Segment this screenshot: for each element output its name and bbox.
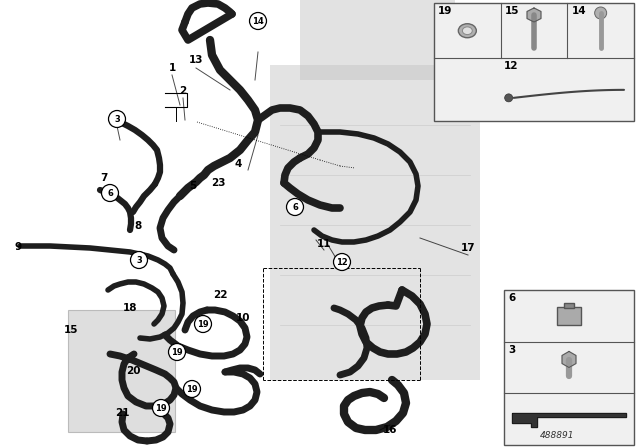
Text: 5: 5	[189, 181, 196, 191]
Circle shape	[168, 344, 186, 361]
Text: 19: 19	[197, 319, 209, 328]
Text: 4: 4	[234, 159, 242, 169]
FancyBboxPatch shape	[557, 307, 581, 325]
FancyBboxPatch shape	[434, 3, 634, 121]
Text: 22: 22	[212, 290, 227, 300]
Text: 3: 3	[114, 115, 120, 124]
Polygon shape	[68, 310, 175, 432]
Text: 11: 11	[317, 239, 332, 249]
Text: 10: 10	[236, 313, 250, 323]
Circle shape	[333, 254, 351, 271]
Circle shape	[287, 198, 303, 215]
Circle shape	[152, 400, 170, 417]
Circle shape	[595, 7, 607, 19]
Text: 8: 8	[134, 221, 141, 231]
Ellipse shape	[458, 24, 476, 38]
Text: 13: 13	[189, 55, 204, 65]
Text: 19: 19	[438, 6, 452, 16]
Text: 6: 6	[107, 189, 113, 198]
Ellipse shape	[462, 27, 472, 34]
Polygon shape	[527, 8, 541, 22]
Text: 3: 3	[508, 345, 515, 355]
Text: 19: 19	[171, 348, 183, 357]
Polygon shape	[512, 413, 626, 427]
Text: 2: 2	[179, 86, 187, 96]
Text: 9: 9	[15, 242, 22, 252]
Circle shape	[131, 251, 147, 268]
FancyBboxPatch shape	[504, 290, 634, 445]
Circle shape	[184, 380, 200, 397]
Text: 21: 21	[115, 408, 129, 418]
Text: 15: 15	[64, 325, 78, 335]
Circle shape	[109, 111, 125, 128]
Text: 488891: 488891	[540, 431, 574, 440]
Text: 12: 12	[336, 258, 348, 267]
Text: 3: 3	[136, 255, 142, 264]
Text: 19: 19	[186, 384, 198, 393]
Circle shape	[102, 185, 118, 202]
Text: 1: 1	[168, 63, 175, 73]
FancyBboxPatch shape	[564, 303, 574, 308]
Text: 17: 17	[461, 243, 476, 253]
Text: 18: 18	[123, 303, 137, 313]
Text: 20: 20	[125, 366, 140, 376]
Circle shape	[195, 315, 211, 332]
Circle shape	[505, 94, 513, 102]
Text: 7: 7	[100, 173, 108, 183]
Text: 6: 6	[508, 293, 515, 303]
Polygon shape	[562, 352, 576, 367]
Text: 6: 6	[292, 202, 298, 211]
Text: 12: 12	[504, 61, 518, 72]
Text: 23: 23	[211, 178, 225, 188]
FancyBboxPatch shape	[270, 65, 480, 380]
Text: 15: 15	[505, 6, 519, 16]
FancyBboxPatch shape	[300, 0, 455, 80]
Text: 14: 14	[252, 17, 264, 26]
Text: 14: 14	[572, 6, 586, 16]
Text: 19: 19	[155, 404, 167, 413]
Text: 16: 16	[383, 425, 397, 435]
Circle shape	[250, 13, 266, 30]
